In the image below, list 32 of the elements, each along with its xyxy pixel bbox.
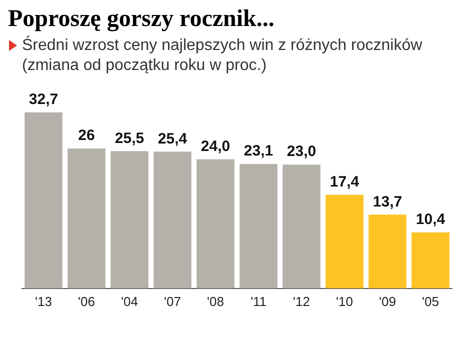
bar <box>154 152 192 288</box>
bar <box>368 214 406 288</box>
data-label: 24,0 <box>200 138 230 155</box>
bar <box>110 151 148 288</box>
chart-title: Poproszę gorszy rocznik... <box>7 5 276 34</box>
x-tick-label: '04 <box>121 294 138 309</box>
data-label: 17,4 <box>330 173 360 190</box>
x-tick-label: '08 <box>207 294 224 309</box>
bar <box>326 194 364 288</box>
bar <box>196 159 234 288</box>
data-label: 13,7 <box>372 193 402 210</box>
bar <box>240 164 278 288</box>
bar <box>68 148 106 288</box>
x-tick-label: '06 <box>78 294 95 309</box>
data-label: 23,1 <box>244 142 274 160</box>
x-tick-label: '09 <box>379 294 396 309</box>
data-label: 10,4 <box>416 211 446 228</box>
x-tick-label: '07 <box>164 294 181 309</box>
data-label: 25,4 <box>158 130 188 148</box>
data-label: 25,5 <box>114 130 144 147</box>
data-label: 23,0 <box>286 143 316 160</box>
x-tick-label: '10 <box>336 294 353 309</box>
data-label: 32,7 <box>28 91 58 108</box>
x-tick-label: '05 <box>422 294 439 309</box>
x-tick-label: '13 <box>35 294 52 309</box>
bar <box>412 232 450 288</box>
bar <box>24 112 62 288</box>
x-tick-label: '11 <box>250 294 266 309</box>
bar <box>282 164 320 288</box>
x-tick-label: '12 <box>293 294 310 309</box>
chart-subtitle: Średni wzrost ceny najlepszych win z różnych roczników (zmiana od początku roku w proc.) <box>22 37 422 74</box>
data-label: 26 <box>78 127 95 144</box>
